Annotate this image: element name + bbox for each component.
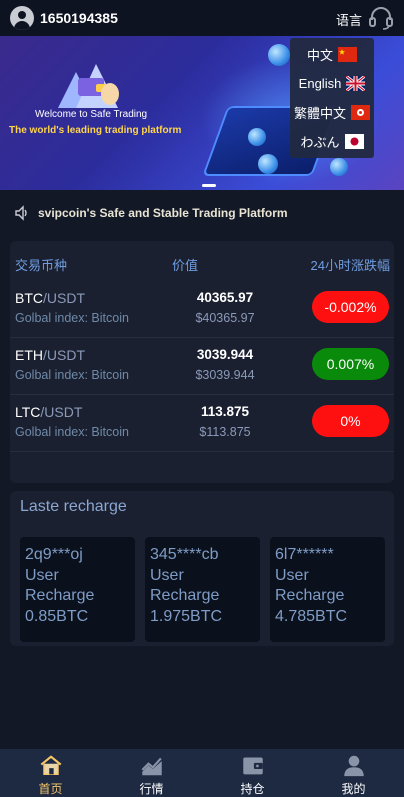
pair-name: BTC/USDT <box>15 290 85 306</box>
avatar[interactable] <box>10 6 34 30</box>
price: 3039.944 <box>196 347 254 362</box>
headset-icon[interactable] <box>368 5 394 31</box>
language-menu: 中文 English 繁體中文 わぶん <box>290 38 374 158</box>
recharge-item: 2q9***oj User Recharge 0.85BTC <box>20 537 135 642</box>
recharge-amount: 0.85BTC <box>25 607 89 625</box>
header-value: 价值 <box>172 258 199 273</box>
nav-market-label: 行情 <box>139 782 164 796</box>
coin-icon <box>330 158 348 176</box>
usd-price: $40365.97 <box>195 311 255 325</box>
usd-price: $3039.944 <box>195 368 255 382</box>
top-bar: 1650194385 语言 <box>0 0 404 36</box>
nav-profile[interactable]: 我的 <box>303 749 404 797</box>
chart-icon <box>141 757 162 776</box>
wallet-icon <box>242 757 263 775</box>
nav-profile-label: 我的 <box>341 782 366 796</box>
speaker-icon <box>15 205 27 221</box>
market-row-btc[interactable]: BTC/USDT Golbal index: Bitcoin 40365.97 … <box>10 281 394 338</box>
recharge-item: 6l7****** User Recharge 4.785BTC <box>270 537 385 642</box>
header-change: 24小时涨跌幅 <box>310 258 390 273</box>
recharge-user: 6l7****** <box>275 546 334 563</box>
username: 1650194385 <box>40 10 118 26</box>
global-index: Golbal index: Bitcoin <box>15 425 129 439</box>
recharge-user: 2q9***oj <box>25 546 83 563</box>
japan-flag-icon <box>344 134 364 149</box>
nav-positions-label: 持仓 <box>240 782 265 796</box>
language-option-japanese[interactable]: わぶん <box>290 127 374 156</box>
language-button[interactable]: 语言 <box>335 13 362 28</box>
language-option-english[interactable]: English <box>290 69 374 98</box>
recharge-amount: 1.975BTC <box>150 607 223 625</box>
hong-kong-flag-icon <box>351 105 370 120</box>
home-icon <box>40 755 61 776</box>
global-index: Golbal index: Bitcoin <box>15 311 129 325</box>
usd-price: $113.875 <box>199 425 251 439</box>
language-option-traditional-chinese[interactable]: 繁體中文 <box>290 98 374 127</box>
carousel-indicator[interactable] <box>202 184 216 187</box>
recharge-amount: 4.785BTC <box>275 607 348 625</box>
pair-name: LTC/USDT <box>15 404 83 420</box>
notice-bar: svipcoin's Safe and Stable Trading Platf… <box>0 198 404 228</box>
nav-home-label: 首页 <box>38 782 63 796</box>
uk-flag-icon <box>346 76 366 91</box>
change-badge[interactable]: 0% <box>312 405 389 437</box>
change-badge[interactable]: -0.002% <box>312 291 389 323</box>
price: 40365.97 <box>196 290 254 305</box>
coin-icon <box>248 128 266 146</box>
china-flag-icon <box>338 47 357 62</box>
market-row-ltc[interactable]: LTC/USDT Golbal index: Bitcoin 113.875 $… <box>10 395 394 452</box>
wallet-illustration <box>58 64 119 108</box>
nav-market[interactable]: 行情 <box>101 749 202 797</box>
nav-positions[interactable]: 持仓 <box>202 749 303 797</box>
banner-welcome-text: Welcome to Safe Trading <box>35 109 148 120</box>
bottom-nav: 首页 行情 持仓 我的 <box>0 749 404 797</box>
recharge-item: 345****cb User Recharge 1.975BTC <box>145 537 260 642</box>
recharge-title: Laste recharge <box>20 498 127 515</box>
user-icon <box>343 755 364 777</box>
price: 113.875 <box>200 404 250 419</box>
market-row-eth[interactable]: ETH/USDT Golbal index: Bitcoin 3039.944 … <box>10 338 394 395</box>
coin-icon <box>258 154 278 174</box>
notice-text: svipcoin's Safe and Stable Trading Platf… <box>38 206 288 220</box>
market-list: 交易币种 价值 24小时涨跌幅 BTC/USDT Golbal index: B… <box>10 241 394 483</box>
nav-home[interactable]: 首页 <box>0 749 101 797</box>
header-pair: 交易币种 <box>15 258 68 273</box>
banner-tagline: The world's leading trading platform <box>9 125 182 136</box>
pair-name: ETH/USDT <box>15 347 85 363</box>
change-badge[interactable]: 0.007% <box>312 348 389 380</box>
recharge-user: 345****cb <box>150 546 219 563</box>
language-option-chinese[interactable]: 中文 <box>290 40 374 69</box>
recharge-section: Laste recharge 2q9***oj User Recharge 0.… <box>10 491 394 646</box>
global-index: Golbal index: Bitcoin <box>15 368 129 382</box>
coin-icon <box>268 44 290 66</box>
